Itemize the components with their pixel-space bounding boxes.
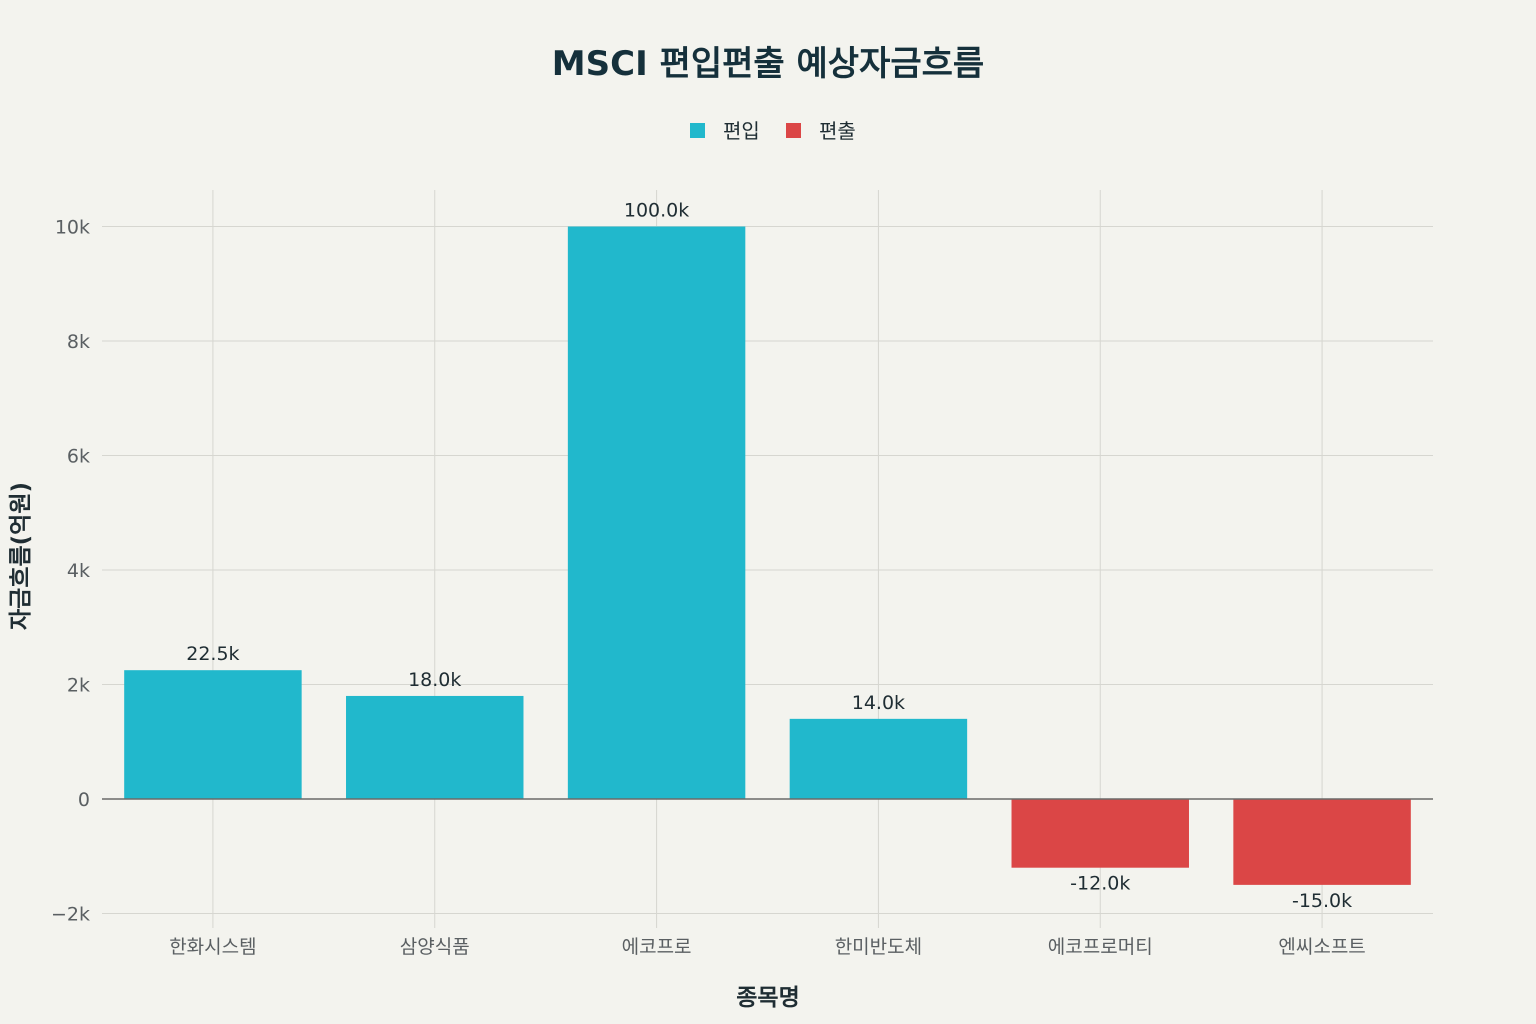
bar-value-label: -12.0k bbox=[1070, 873, 1130, 895]
bar-6[interactable] bbox=[1233, 799, 1411, 885]
y-tick-label: 6k bbox=[67, 446, 90, 468]
bar-5[interactable] bbox=[1011, 799, 1189, 868]
x-tick-label: 한화시스템 bbox=[169, 936, 256, 958]
bar-2[interactable] bbox=[346, 695, 524, 799]
bars bbox=[102, 226, 1433, 885]
legend-item[interactable]: 편입 bbox=[690, 119, 760, 143]
bar-4[interactable] bbox=[789, 718, 968, 799]
x-tick-label: 엔씨소프트 bbox=[1278, 936, 1365, 958]
legend[interactable]: 편입 편출 bbox=[690, 119, 856, 143]
y-tick-label: −2k bbox=[51, 904, 90, 926]
y-tick-label: 0 bbox=[78, 789, 90, 811]
bar-value-label: 100.0k bbox=[624, 200, 689, 222]
bar-value-label: 18.0k bbox=[408, 669, 461, 691]
legend-item[interactable]: 편출 bbox=[786, 119, 856, 143]
legend-label: 편출 bbox=[819, 119, 856, 143]
y-axis-title: 자금흐름(억원) bbox=[8, 482, 34, 630]
data-labels: 22.5k 18.0k 100.0k 14.0k -12.0k -15.0k bbox=[186, 200, 1352, 912]
bar-value-label: 22.5k bbox=[186, 643, 239, 665]
x-tick-label: 에코프로머티 bbox=[1048, 936, 1153, 958]
y-tick-label: 8k bbox=[67, 331, 90, 353]
legend-swatch bbox=[690, 123, 705, 138]
x-tick-label: 한미반도체 bbox=[835, 936, 922, 958]
bar-1[interactable] bbox=[124, 670, 302, 799]
bar-3[interactable] bbox=[567, 226, 746, 800]
y-tick-label: 4k bbox=[67, 560, 90, 582]
bar-value-label: -15.0k bbox=[1292, 890, 1352, 912]
x-axis: 한화시스템 삼양식품 에코프로 한미반도체 에코프로머티 엔씨소프트 bbox=[169, 936, 1366, 958]
bar-value-label: 14.0k bbox=[852, 692, 905, 714]
x-axis-title: 종목명 bbox=[736, 985, 799, 1011]
y-tick-label: 2k bbox=[67, 675, 90, 697]
y-axis: −2k 0 2k 4k 6k 8k 10k bbox=[51, 217, 90, 926]
chart-title: MSCI 편입편출 예상자금흐름 bbox=[552, 44, 984, 84]
x-tick-label: 삼양식품 bbox=[400, 936, 470, 958]
legend-swatch bbox=[786, 123, 801, 138]
y-tick-label: 10k bbox=[55, 217, 90, 239]
x-tick-label: 에코프로 bbox=[622, 936, 692, 958]
legend-label: 편입 bbox=[723, 119, 760, 143]
